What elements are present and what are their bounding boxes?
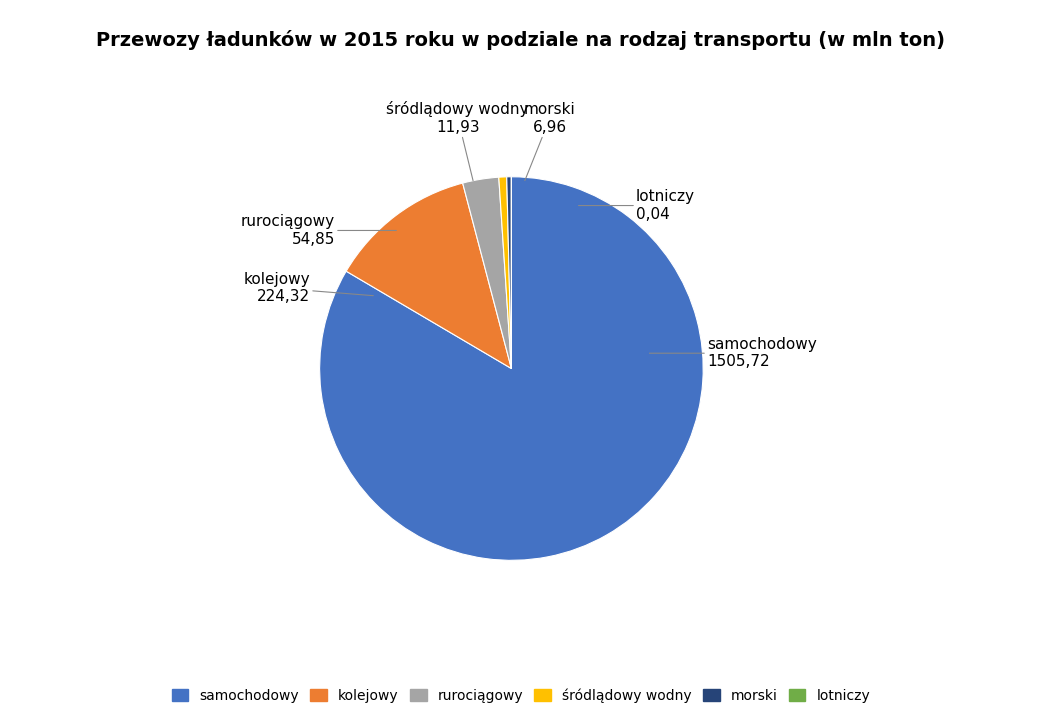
Text: śródlądowy wodny
11,93: śródlądowy wodny 11,93 <box>387 101 529 180</box>
Wedge shape <box>320 177 703 560</box>
Wedge shape <box>346 183 512 369</box>
Text: kolejowy
224,32: kolejowy 224,32 <box>244 272 373 304</box>
Text: samochodowy
1505,72: samochodowy 1505,72 <box>649 337 817 369</box>
Text: lotniczy
0,04: lotniczy 0,04 <box>578 190 695 222</box>
Text: rurociągowy
54,85: rurociągowy 54,85 <box>241 215 396 247</box>
Text: morski
6,96: morski 6,96 <box>524 102 575 180</box>
Wedge shape <box>506 177 512 369</box>
Title: Przewozy ładunków w 2015 roku w podziale na rodzaj transportu (w mln ton): Przewozy ładunków w 2015 roku w podziale… <box>97 30 945 51</box>
Legend: samochodowy, kolejowy, rurociągowy, śródlądowy wodny, morski, lotniczy: samochodowy, kolejowy, rurociągowy, śród… <box>165 681 877 709</box>
Wedge shape <box>499 177 512 369</box>
Wedge shape <box>463 178 512 369</box>
